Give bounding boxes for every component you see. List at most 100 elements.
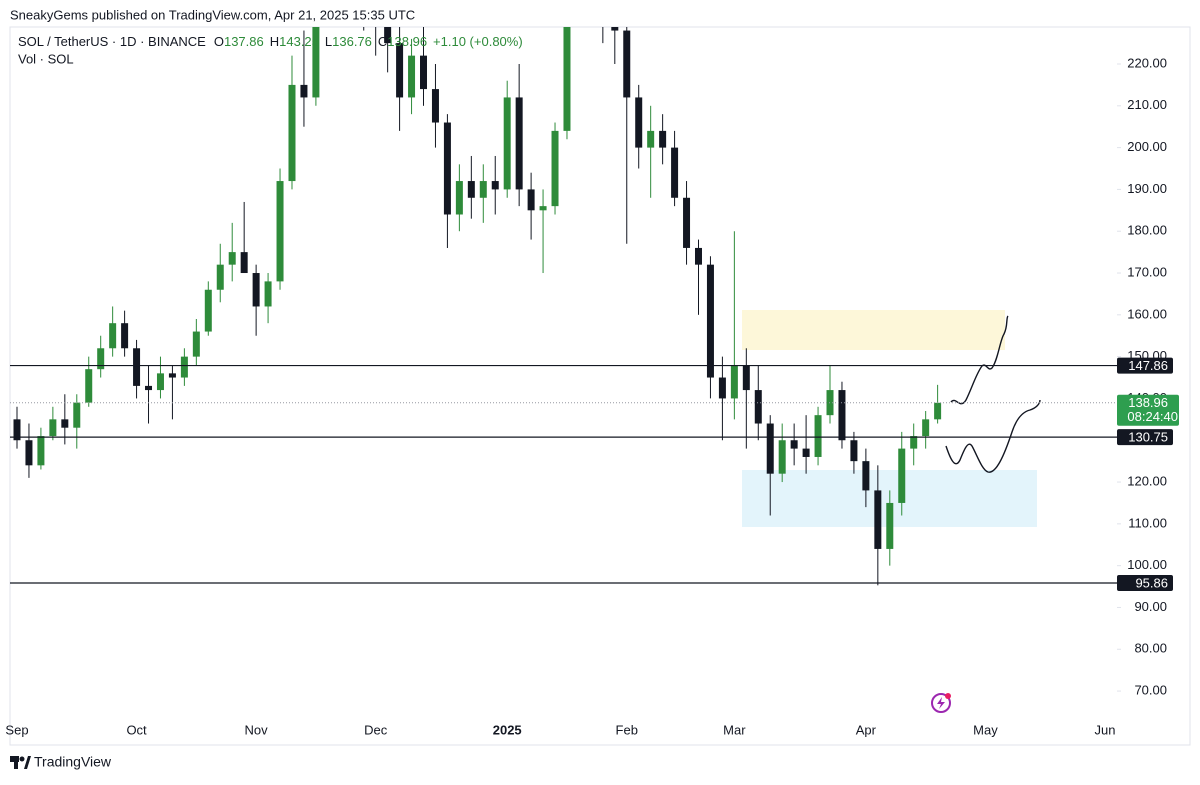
y-tick-label: 100.00	[1127, 557, 1167, 572]
candle-body	[168, 373, 176, 378]
candle-body	[802, 448, 810, 457]
candle-body	[37, 436, 45, 466]
candle-body	[240, 252, 248, 274]
ohlc-value: 138.96	[387, 34, 427, 49]
candle-body	[874, 490, 882, 549]
candle-body	[156, 373, 164, 391]
ohlc-value: 137.86	[224, 34, 264, 49]
y-tick-label: 220.00	[1127, 55, 1167, 70]
candle-body	[671, 147, 679, 198]
candle-body	[396, 43, 404, 98]
candle-body	[97, 348, 105, 370]
candle-body	[503, 97, 511, 190]
candle-body	[539, 206, 547, 211]
candle-body	[922, 419, 930, 437]
volume-label: Vol · SOL	[18, 51, 74, 66]
candle-body	[575, 0, 582, 1]
tradingview-logo	[10, 756, 31, 769]
candle-body	[635, 97, 643, 148]
candle-body	[192, 331, 200, 357]
level-label: 95.86	[1135, 575, 1168, 590]
candle-body	[300, 84, 308, 98]
candle-body	[264, 281, 272, 307]
candle-body	[718, 377, 726, 399]
candle-body	[121, 323, 129, 349]
y-tick-label: 210.00	[1127, 97, 1167, 112]
candle-body	[133, 348, 141, 386]
x-tick-label: Mar	[723, 722, 746, 737]
candle-body	[252, 273, 260, 307]
y-tick-label: 80.00	[1134, 641, 1167, 656]
candle-body	[563, 27, 571, 131]
candle-body	[228, 252, 236, 265]
x-tick-label: Sep	[5, 722, 28, 737]
candle-body	[862, 461, 870, 491]
candle-body	[515, 97, 523, 190]
publisher-line: SneakyGems published on TradingView.com,…	[10, 7, 415, 22]
ohlc-key: L	[325, 34, 332, 49]
x-tick-label: Jun	[1095, 722, 1116, 737]
last-price-badge	[1117, 394, 1179, 426]
candle-body	[288, 84, 296, 182]
candle-body	[204, 289, 212, 332]
candle-body	[479, 181, 487, 198]
last-price-label: 138.96	[1128, 395, 1168, 410]
x-tick-label: May	[973, 722, 998, 737]
candle-body	[659, 130, 667, 148]
candle-body	[408, 55, 416, 98]
y-tick-label: 70.00	[1134, 683, 1167, 698]
candle-body	[790, 440, 798, 449]
candle-body	[683, 197, 691, 248]
candle-body	[850, 440, 858, 462]
candle-body	[886, 502, 894, 549]
level-label: 147.86	[1128, 358, 1168, 373]
level-badge	[1117, 574, 1173, 591]
candle-body	[276, 181, 284, 282]
ohlc-value: 136.76	[332, 34, 372, 49]
candle-body	[551, 130, 559, 207]
chart-frame	[9, 26, 1191, 746]
candle-body	[109, 323, 117, 349]
candle-body	[73, 402, 81, 428]
supply-zone	[742, 310, 1005, 350]
candle-body	[491, 181, 499, 190]
candle-body	[216, 264, 224, 290]
candle-body	[420, 55, 428, 90]
candle-body	[455, 181, 463, 215]
candle-body	[180, 356, 188, 378]
alert-icon	[931, 693, 951, 713]
y-tick-label: 180.00	[1127, 223, 1167, 238]
candle-body	[467, 181, 475, 198]
candle-body	[838, 390, 846, 441]
ohlc-change: +1.10 (+0.80%)	[433, 34, 523, 49]
y-tick-label: 110.00	[1128, 515, 1167, 530]
y-tick-label: 120.00	[1127, 473, 1167, 488]
candle-body	[623, 30, 631, 98]
candle-body	[312, 27, 320, 98]
y-tick-label: 90.00	[1134, 599, 1167, 614]
candle-body	[647, 130, 655, 148]
ohlc-key: H	[270, 34, 279, 49]
candle-body	[694, 247, 702, 265]
candle-body	[898, 448, 906, 503]
candle-body	[742, 364, 750, 391]
candle-body	[706, 264, 714, 378]
ohlc-key: C	[378, 34, 387, 49]
candle-body	[61, 419, 69, 428]
candle-body	[730, 364, 738, 399]
candle-body	[826, 390, 834, 416]
candle-body	[85, 369, 93, 403]
candle-body	[431, 89, 439, 123]
projection-path-lower	[945, 399, 1041, 473]
candle-body	[599, 0, 606, 14]
ohlc-key: O	[214, 34, 224, 49]
grid-layer	[1117, 63, 1121, 692]
projection-path-upper	[950, 315, 1009, 405]
candle-body	[766, 423, 774, 474]
x-tick-label: Oct	[126, 722, 147, 737]
y-tick-label: 190.00	[1127, 181, 1167, 196]
x-tick-label: 2025	[493, 722, 522, 737]
x-tick-label: Apr	[856, 722, 877, 737]
